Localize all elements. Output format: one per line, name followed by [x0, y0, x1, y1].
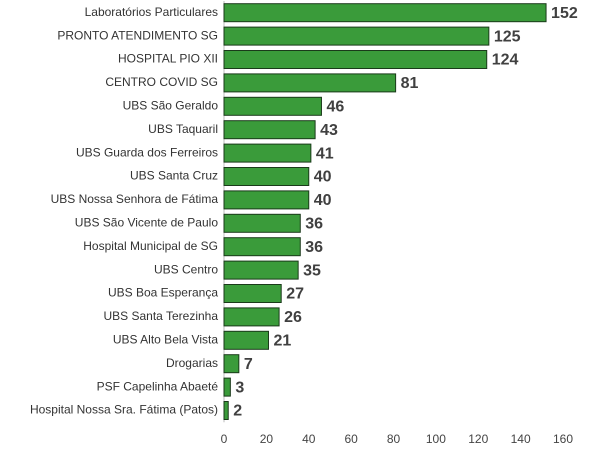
y-tick-label: UBS São Geraldo [123, 98, 219, 112]
data-label: 81 [401, 75, 419, 92]
y-tick-label: UBS São Vicente de Paulo [75, 215, 219, 229]
bar [223, 50, 488, 69]
y-tick-label: Drogarias [166, 356, 218, 370]
y-tick-label: UBS Boa Esperança [108, 286, 218, 300]
bar [223, 190, 310, 210]
bar [223, 96, 322, 116]
y-tick-label: HOSPITAL PIO XII [118, 52, 218, 66]
x-tick-label: 160 [553, 432, 573, 446]
data-label: 21 [273, 333, 291, 350]
bar [223, 26, 490, 46]
data-label: 35 [303, 262, 321, 279]
data-label: 36 [305, 239, 323, 256]
x-tick-label: 80 [387, 432, 401, 446]
x-tick-label: 100 [426, 432, 446, 446]
y-tick-label: PRONTO ATENDIMENTO SG [57, 28, 218, 42]
data-label: 125 [494, 28, 521, 45]
data-label: 3 [235, 379, 244, 396]
data-label: 43 [320, 122, 338, 139]
data-label: 26 [284, 309, 302, 326]
bar [223, 73, 397, 93]
data-label: 46 [326, 99, 344, 116]
bar [223, 377, 231, 397]
y-tick-label: UBS Nossa Senhora de Fátima [51, 192, 219, 206]
data-label: 41 [316, 145, 334, 162]
bar [223, 167, 310, 186]
data-label: 40 [314, 169, 332, 186]
bar [223, 284, 282, 303]
data-label: 2 [233, 403, 242, 420]
bar [223, 401, 229, 420]
bar [223, 354, 240, 374]
y-tick-label: UBS Santa Terezinha [103, 309, 218, 323]
data-label: 36 [305, 216, 323, 233]
data-label: 40 [314, 192, 332, 209]
x-tick-label: 20 [260, 432, 274, 446]
x-tick-label: 140 [511, 432, 531, 446]
y-tick-label: CENTRO COVID SG [105, 75, 218, 89]
bar [223, 213, 301, 233]
x-tick-label: 0 [221, 432, 228, 446]
x-tick-label: 40 [302, 432, 316, 446]
bar [223, 330, 269, 350]
y-tick-label: UBS Guarda dos Ferreiros [76, 145, 218, 159]
y-tick-label: Laboratórios Particulares [85, 5, 218, 19]
data-label: 7 [244, 356, 253, 373]
y-tick-label: Hospital Nossa Sra. Fátima (Patos) [30, 403, 218, 417]
y-tick-label: UBS Santa Cruz [130, 169, 218, 183]
y-tick-label: Hospital Municipal de SG [83, 239, 218, 253]
y-tick-label: PSF Capelinha Abaeté [97, 379, 219, 393]
y-tick-label: UBS Centro [154, 262, 218, 276]
data-label: 152 [551, 5, 578, 22]
data-label: 124 [492, 52, 519, 69]
bar [223, 237, 301, 257]
x-tick-label: 60 [344, 432, 358, 446]
bar [223, 307, 280, 327]
y-tick-label: UBS Alto Bela Vista [113, 332, 218, 346]
y-tick-label: UBS Taquaril [148, 122, 218, 136]
bar [223, 260, 299, 280]
bar [223, 120, 316, 140]
x-tick-label: 120 [468, 432, 488, 446]
data-label: 27 [286, 286, 304, 303]
bar [223, 3, 547, 23]
bar [223, 143, 312, 163]
